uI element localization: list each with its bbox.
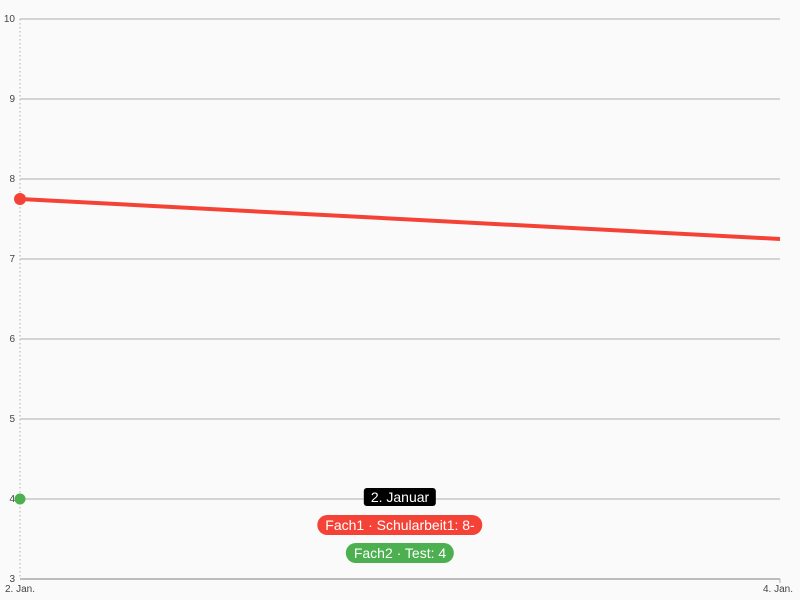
x-tick-label-1: 4. Jan. [763, 584, 793, 595]
y-tick-label-8: 8 [9, 174, 15, 185]
y-tick-label-5: 5 [9, 414, 15, 425]
tooltip-date-label: 2. Januar [363, 488, 437, 506]
series-point-fach2 [14, 493, 26, 505]
y-tick-label-4: 4 [9, 494, 15, 505]
y-tick-label-10: 10 [4, 14, 16, 25]
x-tick-label-0: 2. Jan. [5, 584, 35, 595]
tooltip-entry-fach2: Fach2 · Test: 4 [345, 543, 455, 563]
series-point-fach1 [14, 193, 26, 205]
y-tick-label-9: 9 [9, 94, 15, 105]
y-tick-label-3: 3 [9, 574, 15, 585]
y-tick-label-6: 6 [9, 334, 15, 345]
tooltip-entry-fach1: Fach1 · Schularbeit1: 8- [317, 515, 483, 535]
y-tick-label-7: 7 [9, 254, 15, 265]
series-line-fach1 [19, 197, 781, 241]
